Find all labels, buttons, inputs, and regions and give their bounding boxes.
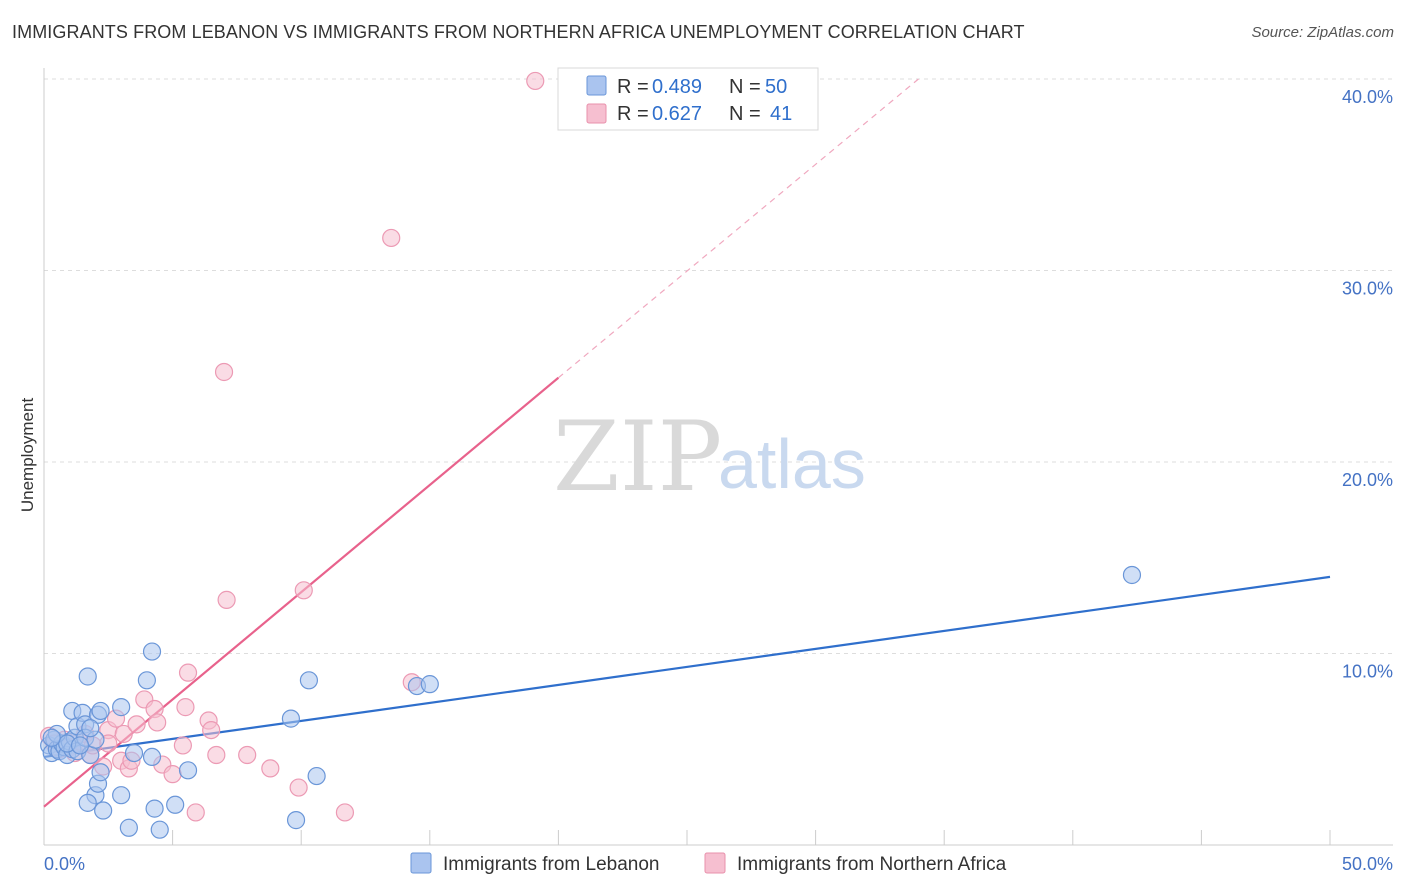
point-lebanon [78, 793, 97, 812]
legend-r-value-2: 0.627 [652, 103, 702, 125]
point-northern-africa [176, 698, 195, 717]
point-northern-africa [148, 713, 167, 732]
point-lebanon [142, 642, 162, 661]
y-tick-label: 40.0% [1342, 87, 1393, 107]
point-lebanon [142, 747, 162, 767]
point-lebanon [124, 743, 144, 763]
point-lebanon [81, 719, 100, 738]
point-lebanon [94, 801, 113, 820]
y-axis-label: Unemployment [18, 398, 37, 513]
point-lebanon [42, 728, 61, 747]
bottom-legend-label-northern-africa: Immigrants from Northern Africa [737, 854, 1007, 875]
point-northern-africa [207, 745, 226, 765]
point-lebanon [91, 763, 110, 782]
bottom-legend-label-lebanon: Immigrants from Lebanon [443, 854, 660, 875]
point-northern-africa [114, 724, 133, 744]
legend: R = 0.489 N = 50 R = 0.627 N = 41 [557, 67, 819, 131]
point-lebanon [281, 709, 301, 728]
point-lebanon [150, 820, 169, 839]
chart-title: IMMIGRANTS FROM LEBANON VS IMMIGRANTS FR… [12, 22, 1025, 42]
point-northern-africa [238, 745, 257, 765]
x-tick-label-max: 50.0% [1342, 854, 1393, 874]
legend-n-label-1: N = [729, 76, 761, 98]
bottom-legend-swatch-northern-africa [704, 852, 726, 874]
point-northern-africa [178, 663, 198, 682]
point-northern-africa [261, 759, 280, 778]
point-lebanon [286, 811, 306, 830]
legend-n-value-1: 50 [765, 76, 787, 98]
legend-swatch-northern-africa [586, 103, 607, 124]
point-lebanon [1122, 565, 1142, 585]
point-lebanon [91, 701, 110, 721]
legend-r-label-2: R = [617, 103, 649, 125]
point-northern-africa [382, 228, 401, 248]
source-credit: Source: ZipAtlas.com [1251, 24, 1394, 41]
point-lebanon [307, 766, 326, 786]
point-northern-africa [127, 715, 146, 734]
point-northern-africa [335, 803, 355, 822]
y-tick-label: 30.0% [1342, 279, 1393, 299]
bottom-legend: Immigrants from Lebanon Immigrants from … [410, 852, 1007, 875]
axes [43, 68, 1393, 846]
point-lebanon [166, 795, 185, 814]
y-tick-labels: 10.0% 20.0% 30.0% 40.0% [1342, 87, 1393, 682]
point-northern-africa [163, 765, 182, 784]
x-tick-label-min: 0.0% [44, 854, 85, 874]
trend-line-lebanon [43, 575, 1331, 758]
point-northern-africa [289, 778, 308, 797]
point-lebanon [299, 671, 319, 690]
point-lebanon [420, 675, 439, 694]
scatter-points [40, 71, 1142, 839]
point-lebanon [78, 667, 97, 686]
watermark-zip: ZIP [553, 401, 722, 513]
point-northern-africa [214, 362, 234, 382]
legend-r-value-1: 0.489 [652, 76, 702, 98]
point-northern-africa [294, 581, 313, 600]
legend-n-label-2: N = [729, 103, 761, 125]
y-tick-label: 20.0% [1342, 470, 1393, 490]
legend-n-value-2: 41 [770, 103, 792, 125]
gridlines [44, 78, 1393, 654]
watermark: ZIP atlas [553, 401, 866, 513]
bottom-legend-swatch-lebanon [410, 852, 432, 874]
point-northern-africa [217, 590, 236, 609]
point-lebanon [112, 698, 131, 717]
watermark-atlas: atlas [718, 425, 866, 503]
point-lebanon [137, 671, 156, 690]
point-northern-africa [526, 71, 545, 91]
trend-extension-northern-africa [558, 78, 919, 379]
point-lebanon [119, 818, 138, 837]
legend-r-label-1: R = [617, 76, 649, 98]
point-lebanon [178, 761, 198, 780]
point-lebanon [112, 786, 131, 805]
point-lebanon [145, 799, 164, 818]
point-northern-africa [202, 720, 221, 740]
point-northern-africa [186, 803, 205, 822]
y-tick-label: 10.0% [1342, 662, 1393, 682]
point-lebanon [70, 736, 90, 755]
point-northern-africa [173, 736, 192, 755]
legend-swatch-lebanon [586, 75, 607, 96]
